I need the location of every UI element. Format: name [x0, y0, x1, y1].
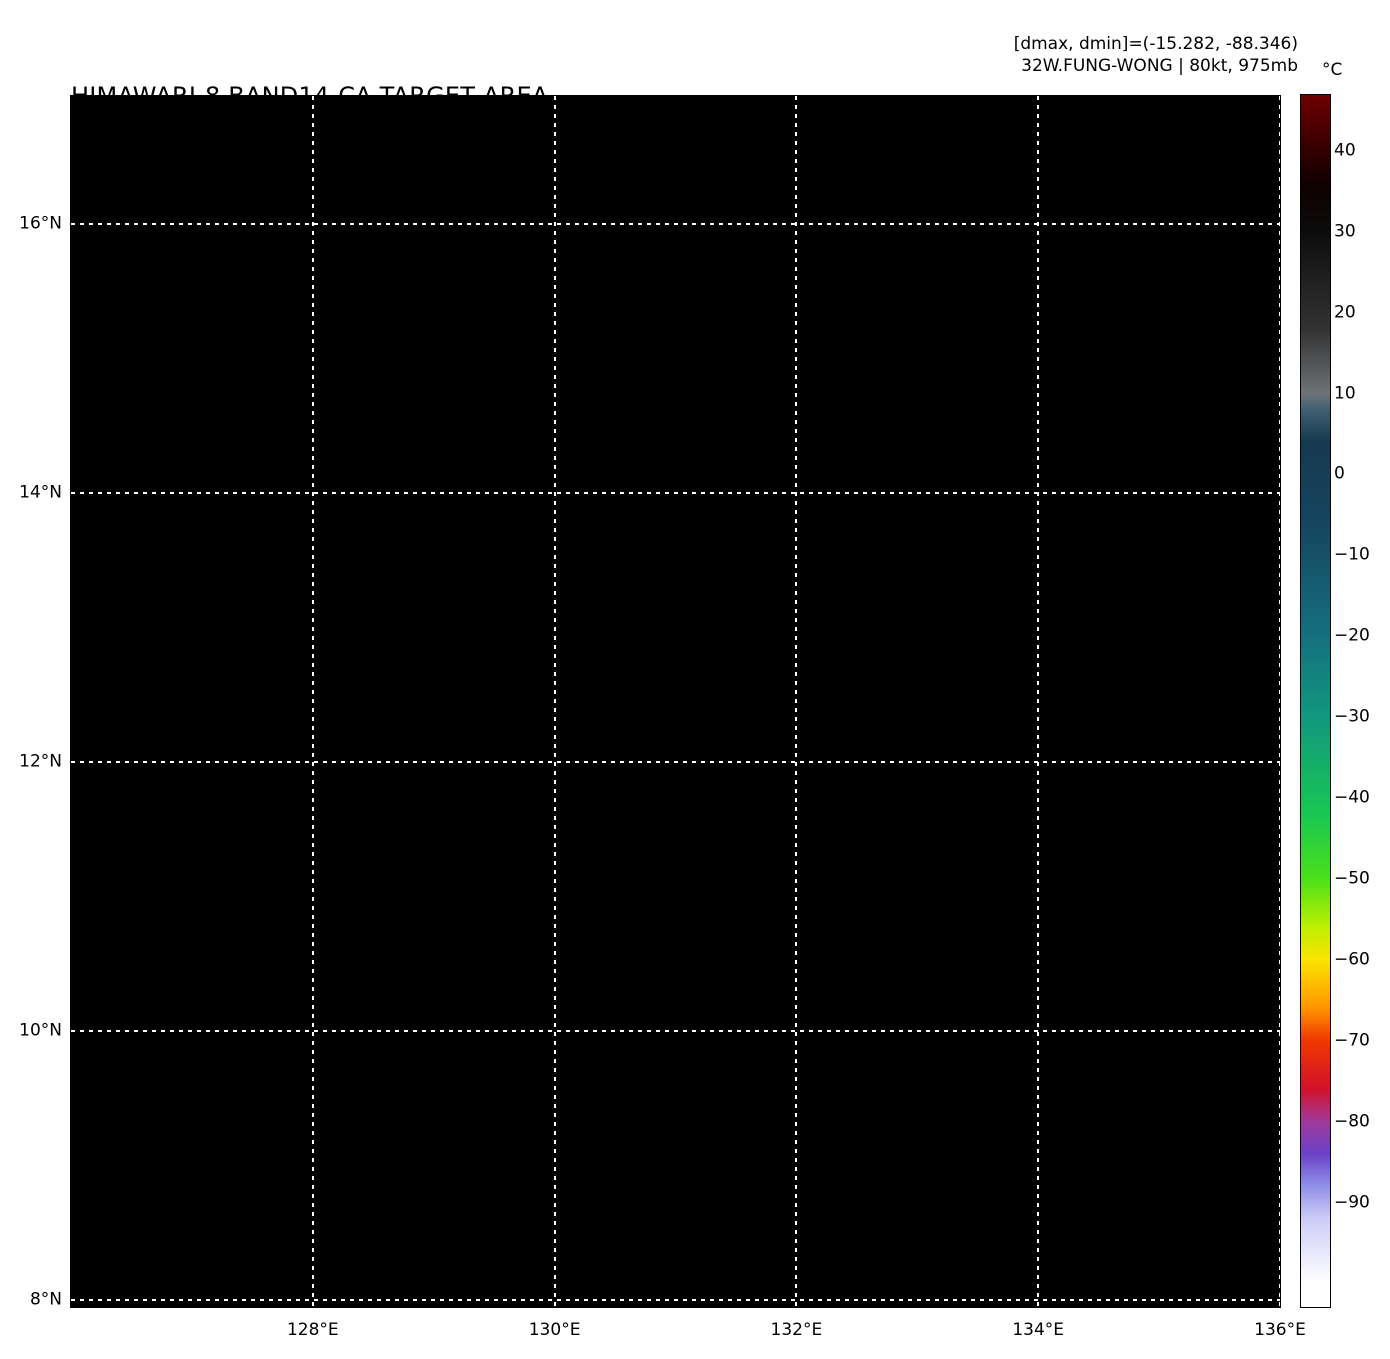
- colorbar-tick--60: −60: [1334, 949, 1370, 970]
- latitude-tick-14: 14°N: [19, 482, 62, 503]
- colorbar-tick-0: 0: [1334, 463, 1345, 484]
- colorbar-tick-20: 20: [1334, 302, 1356, 322]
- colorbar-gradient: [1301, 95, 1330, 1307]
- storm-intensity-readout: 32W.FUNG-WONG | 80kt, 975mb: [1021, 56, 1298, 76]
- colorbar-tick--80: −80: [1334, 1111, 1370, 1132]
- satellite-image-plot[interactable]: Copyright © 2020-2025 Dapiya: [70, 95, 1281, 1308]
- colorbar-tick--40: −40: [1334, 787, 1370, 808]
- colorbar-tick--30: −30: [1334, 706, 1370, 727]
- longitude-tick-130: 130°E: [528, 1320, 581, 1340]
- latitude-tick-16: 16°N: [19, 213, 62, 234]
- colorbar-unit-label: °C: [1322, 60, 1343, 80]
- latitude-tick-12: 12°N: [19, 751, 62, 772]
- brightness-temperature-raster: [71, 96, 1280, 1307]
- longitude-tick-132: 132°E: [770, 1320, 823, 1340]
- colorbar-tick-labels: 40 30 20 10 0 −10 −20 −30 −40 −50 −60 −70 −80 −90: [1334, 94, 1390, 1308]
- colorbar-tick--10: −10: [1334, 544, 1370, 565]
- longitude-tick-136: 136°E: [1254, 1320, 1306, 1340]
- latitude-tick-8: 8°N: [29, 1289, 62, 1310]
- header-metadata: [dmax, dmin]=(-15.282, -88.346) 32W.FUNG…: [1014, 33, 1298, 77]
- colorbar-tick--20: −20: [1334, 625, 1370, 646]
- colorbar-tick-40: 40: [1334, 140, 1356, 161]
- latitude-tick-10: 10°N: [19, 1020, 62, 1041]
- colorbar-tick--50: −50: [1334, 868, 1370, 889]
- colorbar-tick--90: −90: [1334, 1192, 1370, 1213]
- colorbar-tick--70: −70: [1334, 1030, 1370, 1051]
- dmax-dmin-readout: [dmax, dmin]=(-15.282, -88.346): [1013, 34, 1298, 54]
- colorbar: [1300, 94, 1331, 1308]
- colorbar-tick-10: 10: [1334, 383, 1356, 403]
- colorbar-tick-30: 30: [1334, 221, 1356, 242]
- longitude-axis-labels: 128°E 130°E 132°E 134°E 136°E: [0, 1322, 1390, 1346]
- longitude-tick-128: 128°E: [286, 1320, 339, 1340]
- ir-brightness-temperature-canvas: [71, 96, 1280, 1307]
- longitude-tick-134: 134°E: [1012, 1320, 1065, 1340]
